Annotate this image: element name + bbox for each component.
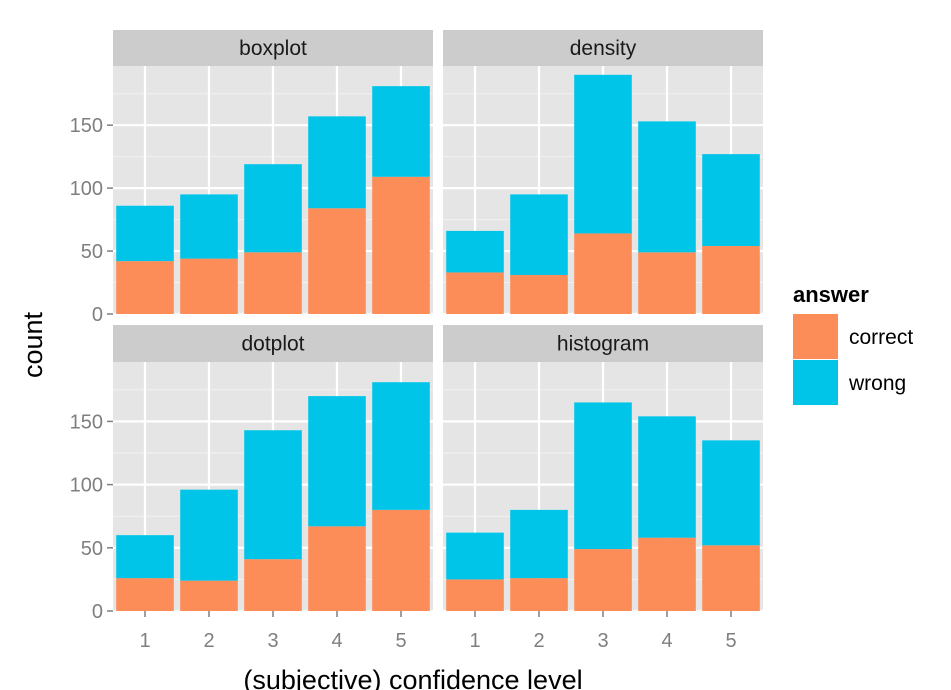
bar-correct-4 [308, 526, 366, 611]
bar-wrong-3 [244, 164, 302, 253]
bar-wrong-1 [446, 230, 504, 273]
y-tick-label: 50 [81, 538, 103, 560]
y-tick-label: 0 [92, 601, 103, 623]
panel-histogram: histogram [443, 325, 763, 613]
bar-correct-3 [574, 233, 632, 314]
x-tick-label: 3 [267, 630, 278, 652]
bar-wrong-1 [116, 205, 174, 262]
facet-strip [443, 30, 763, 66]
x-tick-label: 1 [469, 630, 480, 652]
bar-wrong-5 [372, 86, 430, 177]
bar-wrong-5 [372, 382, 430, 510]
bar-wrong-1 [116, 535, 174, 579]
x-tick-label: 2 [533, 630, 544, 652]
bar-wrong-2 [510, 509, 568, 579]
bar-wrong-3 [574, 74, 632, 234]
y-tick-label: 150 [70, 411, 103, 433]
bar-wrong-3 [574, 402, 632, 550]
y-tick-label: 100 [70, 475, 103, 497]
bar-wrong-3 [244, 430, 302, 560]
legend-title: answer [793, 282, 869, 307]
y-tick-label: 100 [70, 178, 103, 200]
legend-label-correct: correct [849, 326, 913, 349]
x-tick-label: 3 [597, 630, 608, 652]
bar-correct-2 [180, 580, 238, 611]
x-tick-label: 2 [203, 630, 214, 652]
bar-correct-5 [702, 545, 760, 611]
x-axis-title: (subjective) confidence level [243, 665, 582, 690]
x-tick-label: 1 [139, 630, 150, 652]
x-tick-label: 5 [725, 630, 736, 652]
bar-correct-4 [638, 252, 696, 314]
bar-wrong-4 [638, 121, 696, 253]
y-tick-label: 0 [92, 304, 103, 326]
facet-strip [443, 325, 763, 362]
bar-wrong-2 [180, 489, 238, 581]
bar-correct-3 [574, 549, 632, 611]
bar-wrong-2 [180, 194, 238, 259]
bar-correct-5 [702, 246, 760, 314]
legend-label-wrong: wrong [848, 372, 906, 395]
panel-dotplot: dotplot [113, 325, 433, 613]
bar-wrong-2 [510, 194, 568, 275]
panel-density: density [443, 30, 763, 316]
bar-wrong-5 [702, 154, 760, 247]
bar-correct-5 [372, 176, 430, 314]
x-tick-label: 4 [331, 630, 342, 652]
bar-correct-2 [510, 274, 568, 314]
facet-panels: boxplot density dotplot histogram [113, 30, 763, 613]
bar-wrong-5 [702, 440, 760, 546]
bar-correct-3 [244, 559, 302, 611]
bar-correct-1 [116, 578, 174, 611]
bar-correct-4 [308, 208, 366, 314]
legend-swatch-correct [793, 314, 838, 359]
x-tick-label: 4 [661, 630, 672, 652]
bar-wrong-1 [446, 532, 504, 580]
facet-strip [113, 30, 433, 66]
x-axes: 1 2 3 4 5 1 2 3 4 5 [139, 611, 737, 652]
bar-correct-5 [372, 509, 430, 611]
y-axis-title: count [18, 311, 48, 378]
bar-wrong-4 [308, 116, 366, 209]
bar-wrong-4 [308, 396, 366, 527]
legend-swatch-wrong [793, 360, 838, 405]
panel-boxplot: boxplot [113, 30, 433, 316]
bar-correct-3 [244, 252, 302, 314]
bar-correct-2 [510, 578, 568, 611]
facet-strip-label: dotplot [241, 333, 304, 356]
facet-strip-label: boxplot [239, 37, 307, 60]
bar-correct-2 [180, 258, 238, 314]
bar-wrong-4 [638, 416, 696, 538]
bar-correct-1 [116, 261, 174, 314]
bar-correct-4 [638, 537, 696, 611]
y-tick-label: 50 [81, 241, 103, 263]
facet-strip-label: density [570, 37, 637, 60]
facet-strip-label: histogram [557, 333, 649, 356]
bar-correct-1 [446, 272, 504, 314]
legend: answer correct wrong [793, 282, 913, 405]
y-tick-label: 150 [70, 115, 103, 137]
bar-correct-1 [446, 579, 504, 611]
x-tick-label: 5 [395, 630, 406, 652]
y-axes: 0 50 100 150 0 50 100 150 [70, 115, 113, 623]
facet-strip [113, 325, 433, 362]
